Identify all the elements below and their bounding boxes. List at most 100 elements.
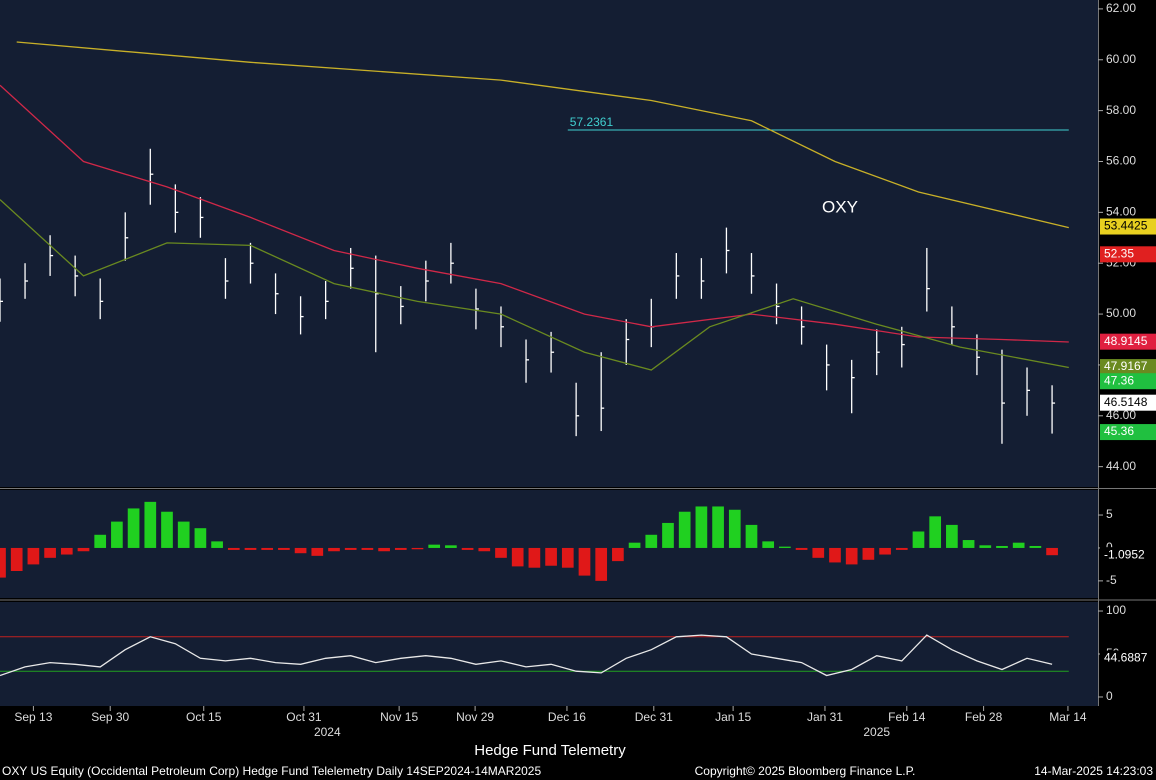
- histogram-bar: [328, 547, 340, 552]
- level-badge: [1100, 218, 1156, 235]
- level-label: 52.35: [1104, 246, 1134, 260]
- histogram-bar: [294, 547, 307, 554]
- histogram-bar: [662, 522, 674, 548]
- histogram-bar: [779, 546, 791, 548]
- histogram-bar: [461, 547, 474, 550]
- histogram-bar: [528, 547, 541, 568]
- y-tick-label: 5: [1106, 507, 1113, 521]
- rsi-panel: [0, 602, 1098, 706]
- y-tick-label: 60.00: [1106, 52, 1136, 66]
- level-badge: [1100, 650, 1156, 667]
- x-tick-label: Sep 30: [91, 710, 129, 724]
- x-tick-label: Feb 14: [888, 710, 926, 724]
- histogram-bar: [278, 547, 290, 550]
- histogram-bar: [311, 547, 324, 556]
- histogram-bar: [194, 528, 207, 548]
- histogram-bar: [445, 545, 457, 548]
- histogram-bar: [144, 501, 157, 548]
- histogram-bar: [261, 547, 274, 550]
- level-badge: [1100, 373, 1156, 390]
- histogram-bar: [745, 524, 758, 548]
- histogram-bar: [645, 534, 658, 548]
- reference-label: 57.2361: [570, 115, 614, 129]
- histogram-bar: [578, 547, 591, 576]
- histogram-bar: [1029, 545, 1042, 548]
- histogram-bar: [628, 542, 641, 548]
- x-tick-label: Oct 15: [186, 710, 222, 724]
- histogram-bar: [511, 547, 524, 567]
- y-tick-label: 46.00: [1106, 408, 1136, 422]
- level-label: 46.5148: [1104, 395, 1148, 409]
- histogram-bar: [1046, 547, 1058, 556]
- histogram-bar: [177, 521, 190, 548]
- rsi-line: [0, 634, 1053, 677]
- histogram-bar: [344, 547, 357, 550]
- level-badge: [1100, 359, 1156, 376]
- moving-average: [0, 199, 1069, 371]
- y-tick-label: 58.00: [1106, 103, 1136, 117]
- x-tick-label: Oct 31: [286, 710, 322, 724]
- x-tick-label: Mar 14: [1049, 710, 1087, 724]
- x-tick-label: Nov 15: [380, 710, 418, 724]
- x-tick-label: Dec 31: [635, 710, 673, 724]
- histogram-bar: [829, 547, 841, 563]
- histogram-bar: [478, 547, 491, 552]
- level-label: 53.4425: [1104, 219, 1148, 233]
- histogram-bar: [962, 540, 975, 548]
- histogram-bar: [411, 547, 424, 550]
- histogram-bar: [10, 547, 23, 571]
- title: Hedge Fund Telemetry: [474, 742, 626, 759]
- level-label: 48.9145: [1104, 334, 1148, 348]
- level-label: -1.0952: [1104, 547, 1145, 561]
- footer-center: Copyright© 2025 Bloomberg Finance L.P.: [695, 764, 916, 778]
- histogram-bar: [612, 547, 624, 562]
- y-tick-label: 44.00: [1106, 459, 1136, 473]
- histogram-bar: [77, 547, 90, 552]
- histogram-bar: [678, 511, 691, 548]
- moving-average: [16, 41, 1069, 229]
- level-label: 44.6887: [1104, 651, 1148, 665]
- histogram-bar: [979, 545, 992, 548]
- histogram-bar: [795, 547, 808, 550]
- level-badge: [1100, 246, 1156, 263]
- histogram-bar: [728, 509, 741, 548]
- histogram-bar: [394, 547, 407, 550]
- histogram-bar: [996, 545, 1008, 548]
- level-badge: [1100, 547, 1156, 564]
- histogram-bar: [378, 547, 390, 552]
- y-tick-label: 62.00: [1106, 1, 1136, 15]
- footer-right: 14-Mar-2025 14:23:03: [1034, 764, 1153, 778]
- histogram-bar: [428, 544, 441, 548]
- level-label: 47.9167: [1104, 359, 1148, 373]
- histogram-bar: [879, 547, 891, 555]
- ticker-annotation: OXY: [822, 197, 858, 216]
- x-tick-label: Jan 31: [807, 710, 843, 724]
- x-tick-label: Nov 29: [456, 710, 494, 724]
- histogram-bar: [60, 547, 73, 555]
- x-tick-label: Sep 13: [14, 710, 52, 724]
- level-badge: [1100, 424, 1156, 441]
- y-tick-label: 100: [1106, 603, 1126, 617]
- histogram-bar: [946, 524, 958, 548]
- histogram-bar: [545, 547, 557, 566]
- histogram-bar: [912, 531, 925, 548]
- histogram-bar: [227, 547, 240, 550]
- histogram-bar: [244, 547, 257, 550]
- x-tick-label: Jan 15: [715, 710, 751, 724]
- x-tick-label: Feb 28: [965, 710, 1003, 724]
- y-tick-label: 0: [1106, 540, 1113, 554]
- histogram-bar: [862, 547, 875, 560]
- histogram-bar: [712, 506, 724, 548]
- x-tick-label: Dec 16: [548, 710, 586, 724]
- histogram-bar: [0, 547, 6, 578]
- histogram-bar: [361, 547, 374, 550]
- level-badge: [1100, 394, 1156, 411]
- histogram-bar: [127, 508, 140, 548]
- histogram-bar: [27, 547, 40, 565]
- histogram-bar: [1012, 542, 1025, 548]
- level-badge: [1100, 333, 1156, 350]
- histogram-bar: [595, 547, 608, 581]
- y-tick-label: 56.00: [1106, 154, 1136, 168]
- level-label: 47.36: [1104, 373, 1134, 387]
